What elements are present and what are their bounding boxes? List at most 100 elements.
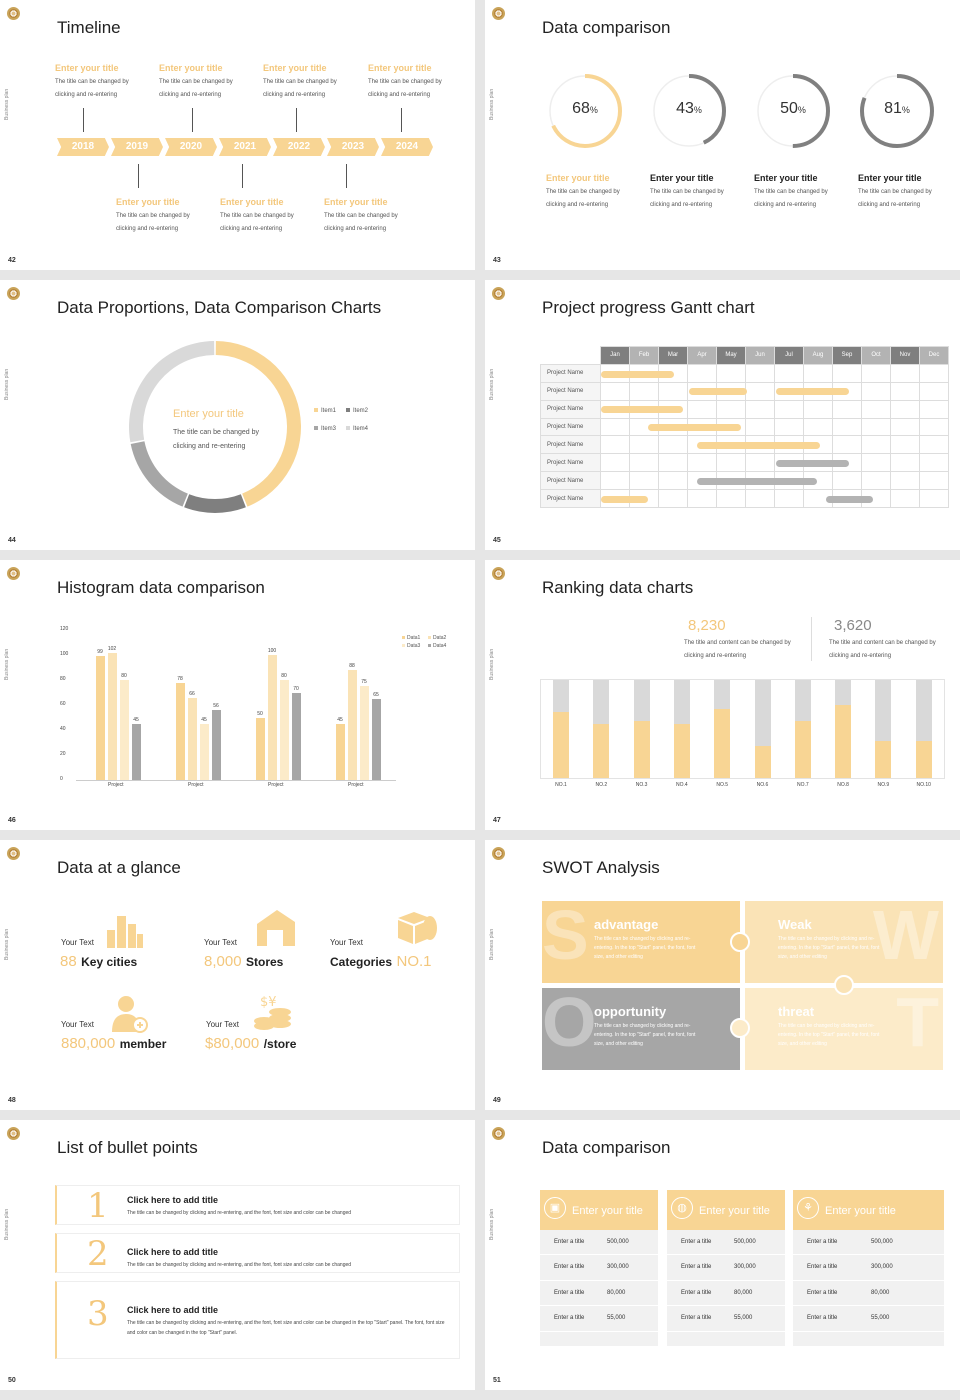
gantt-month: Feb [629,346,659,365]
bar-value-label: 80 [121,673,127,679]
bullet-title: Click here to add title [127,1305,219,1315]
rank-bar [915,740,932,778]
swot-weak[interactable]: W Weak The title can be changed by click… [745,896,943,983]
slide-title: Timeline [57,18,121,37]
hist-bar [268,655,277,780]
timeline-year: 2018 [57,138,109,156]
card-row: Enter a title 500,000 [540,1230,658,1256]
gantt-cell [658,453,688,473]
row-value: 80,000 [607,1289,626,1296]
gantt-bar [647,424,742,432]
timeline-item-title: Enter your title [55,63,119,73]
histogram-chart: 120 100 80 60 40 20 0 99 102 80 45 Project 78 66 45 56 P… [60,626,400,788]
category-label: Project [108,782,124,788]
rank-bar [553,712,569,778]
card-row: Enter a title 80,000 [793,1281,944,1307]
row-label: Enter a title [554,1289,585,1296]
ring-unit: % [589,105,598,115]
ring-unit: % [901,105,910,115]
swot-desc: The title can be changed by clicking and… [594,1023,696,1047]
ring-number: 43 [676,100,694,117]
gantt-cell [919,417,949,437]
row-value: 300,000 [607,1264,629,1271]
timeline-item-desc: The title can be changed by clicking and… [324,213,398,232]
gantt-cell [745,363,775,383]
logo-icon [7,567,20,580]
slide-46[interactable]: Business plan Histogram data comparison … [0,560,475,830]
slide-48[interactable]: Business plan Data at a glance Your Text… [0,840,475,1110]
legend-swatch [346,408,350,412]
swot-heading: advantage [594,917,659,932]
bullet-item-3[interactable]: 3 Click here to add title The title can … [55,1281,460,1359]
y-tick: 40 [60,726,66,732]
rank-label: NO.10 [916,782,931,788]
rank-label: NO.1 [555,782,567,788]
glance-suffix-4: member [119,1037,167,1051]
slide-42[interactable]: Business plan Timeline Enter your title T… [0,0,475,270]
bar-value-label: 99 [97,649,103,656]
glance-label-4: Your Text [61,1020,94,1029]
ring-unit: % [797,105,806,115]
timeline-item-title: Enter your title [159,63,223,73]
gantt-task-name: Project Name [540,399,601,419]
row-label: Enter a title [807,1289,838,1296]
progress-ring: 81% [859,73,935,149]
timeline-item-desc: The title can be changed by clicking and… [55,79,129,98]
timeline-item-title: Enter your title [368,63,432,73]
swot-threat[interactable]: T threat The title can be changed by cli… [745,983,943,1070]
glance-value-2-row: 8,000 Stores [204,953,283,971]
puzzle-knob [730,932,750,952]
gantt-table: Jan Feb Mar Apr May Jun Jul Aug Sep Oct Nov Dec Proj… [540,346,949,509]
gantt-row: Project Name [540,453,949,473]
legend-item: Item3 [314,426,336,432]
page-number: 48 [8,1097,16,1104]
y-tick: 100 [60,651,69,657]
logo-icon [492,847,505,860]
card-title: Enter your title [572,1205,643,1217]
donut-slice [215,341,301,507]
row-label: Enter a title [554,1239,585,1245]
gantt-cell [832,471,862,491]
gantt-row: Project Name [540,435,949,455]
gantt-cell [687,399,717,419]
bullet-item-1[interactable]: 1 Click here to add title The title can … [55,1185,460,1226]
slide-47[interactable]: Business plan Ranking data charts 8,230 … [485,560,960,830]
gantt-month: Aug [803,346,833,365]
row-label: Enter a title [554,1315,585,1322]
bar-value-label: 70 [293,685,299,692]
gantt-cell [774,417,804,437]
slide-49[interactable]: Business plan SWOT Analysis S advantage … [485,840,960,1110]
timeline-item-title: Enter your title [116,197,180,207]
swot-opportunity[interactable]: O opportunity The title can be changed b… [542,983,740,1070]
gantt-cell [600,417,630,437]
slide-50[interactable]: Business plan List of bullet points 1 Cl… [0,1120,475,1390]
bullet-item-2[interactable]: 2 Click here to add title The title can … [55,1233,460,1274]
ring-svg [756,74,830,148]
data-card[interactable]: ▣ Enter your title Enter a title 500,000 Ent… [540,1190,658,1346]
gantt-cell [861,471,891,491]
logo-icon [492,7,505,20]
glance-suffix-5: /store [263,1037,297,1051]
slide-43[interactable]: Business plan Data comparison 68% 43% 50% 8… [485,0,960,270]
gantt-cell [919,435,949,455]
timeline-item-desc: The title can be changed by clicking and… [116,213,190,232]
slide-44[interactable]: Business plan Data Proportions, Data Com… [0,280,475,550]
gantt-bar [601,370,674,378]
gantt-cell [745,381,775,401]
card-row: Enter a title 55,000 [667,1306,785,1332]
row-value: 300,000 [734,1264,756,1271]
bullet-title: Click here to add title [127,1247,219,1257]
side-label: Business plan [489,648,495,680]
bar-value-label: 45 [337,716,343,723]
swot-strength[interactable]: S advantage The title can be changed by … [542,896,740,983]
data-card[interactable]: ⚘ Enter your title Enter a title 500,000 Ent… [793,1190,944,1346]
bullet-title: Click here to add title [127,1195,219,1205]
hist-bar [108,652,117,780]
gantt-cell [890,489,920,509]
hist-bar [360,686,369,780]
legend-label: Data4 [433,643,447,649]
gantt-month: Jul [774,346,804,365]
bullet-number: 3 [87,1294,109,1334]
swot-letter: O [542,983,597,1061]
data-card[interactable]: ◍ Enter your title Enter a title 500,000 Ent… [667,1190,785,1346]
